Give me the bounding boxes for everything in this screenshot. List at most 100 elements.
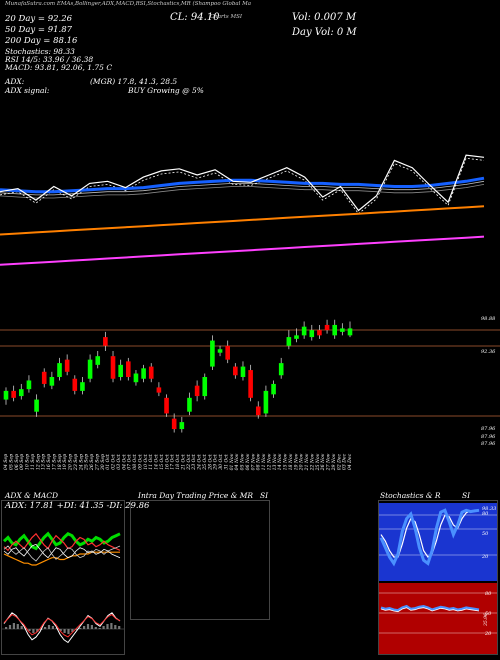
candle-body (301, 326, 307, 336)
date-label: 17 Oct (170, 454, 176, 470)
date-label: 08 Oct (132, 454, 138, 470)
rsi-line (380, 604, 480, 612)
rsi-value-label: 35.96 (483, 613, 489, 626)
macd-histogram-bar (63, 629, 66, 633)
date-label: 06 Nov (245, 453, 251, 470)
macd-histogram-bar (114, 625, 117, 629)
price-axis-label: 98.88 (481, 316, 495, 322)
date-label: 29 Nov (331, 453, 337, 471)
date-label: 15 Oct (159, 454, 165, 470)
date-label: 26 Sep (89, 454, 95, 471)
macd-histogram-bar (59, 629, 62, 631)
rsi-text: RSI 14/5: 33.96 / 36.38 (5, 55, 94, 64)
date-label: 14 Nov (277, 453, 283, 470)
intraday-si: SI (260, 491, 269, 500)
macd-histogram-bar (118, 626, 121, 629)
stoch-text: Stochastics: 98.33 (5, 47, 75, 56)
date-label: 09 Oct (137, 454, 143, 470)
date-label: 06 Sep (14, 454, 20, 470)
date-label: 21 Nov (304, 453, 310, 471)
adx-signal-text: ADX signal: (5, 86, 50, 95)
date-label: 03 Dec (342, 453, 348, 470)
adx-macd-svg (2, 531, 124, 644)
candle-body (240, 366, 246, 377)
macd-histogram-bar (47, 625, 51, 629)
candle-body (202, 377, 208, 397)
date-label: 02 Oct (111, 454, 117, 470)
candle-body (64, 359, 70, 372)
date-label: 25 Sep (84, 454, 90, 471)
stoch-tick-label: 50 (482, 531, 489, 537)
date-label: 01 Oct (105, 454, 111, 470)
candle-body (233, 366, 238, 376)
date-label: 26 Nov (320, 453, 326, 471)
ema20-text: 20 Day = 92.26 (5, 14, 73, 24)
candle-body (141, 368, 146, 379)
macd-histogram-bar (98, 628, 101, 629)
macd-signal-line (3, 613, 121, 638)
date-label: 18 Oct (175, 454, 181, 470)
date-label: 20 Nov (299, 453, 305, 471)
adx-panel-title: ADX & MACD (5, 491, 59, 500)
candle-body (347, 328, 353, 336)
rsi-signal-line (380, 607, 480, 613)
macd-line (3, 612, 121, 644)
macd-histogram-bar (51, 626, 54, 629)
ema50-line (0, 205, 485, 236)
date-label: 18 Sep (57, 454, 63, 470)
date-label: 05 Nov (240, 453, 246, 470)
candle-body (133, 373, 139, 383)
date-label: 01 Nov (229, 453, 235, 470)
adx-text: ADX: (5, 77, 25, 86)
intraday-title: Intra Day Trading Price & MR (138, 491, 254, 500)
date-label: 13 Sep (41, 454, 47, 470)
candle-body (294, 335, 299, 339)
price-axis-label: 87.96 (481, 441, 496, 447)
macd-histogram-bar (8, 625, 12, 629)
candle-body (309, 330, 315, 338)
macd-histogram-bar (67, 629, 70, 634)
candle-body (87, 359, 93, 379)
stoch-panel-si: SI (462, 491, 471, 500)
candle-body (156, 387, 162, 393)
macd-histogram-bar (110, 623, 113, 629)
date-label: 05 Sep (8, 454, 14, 470)
date-label: 09 Sep (19, 454, 25, 470)
price-axis-label: 87.96 (481, 426, 496, 432)
candle-body (103, 337, 108, 346)
date-label: 17 Sep (51, 454, 57, 470)
date-label: 12 Sep (35, 454, 41, 470)
date-label: 07 Nov (250, 453, 256, 470)
macd-histogram-bar (90, 625, 93, 629)
date-label: 27 Nov (326, 453, 332, 471)
header-line1: MunafaSutra.com EMAs,Bollinger,ADX,MACD,… (5, 1, 252, 7)
rsi-tick-label: 20 (484, 631, 492, 637)
candle-body (340, 328, 345, 332)
date-label: 22 Nov (309, 453, 315, 471)
date-label: 19 Nov (293, 453, 299, 470)
date-label: 04 Nov (234, 453, 240, 470)
candle-body (194, 385, 200, 397)
candle-body (271, 383, 276, 395)
date-label: 20 Sep (68, 454, 74, 471)
macd-histogram-bar (32, 629, 35, 633)
date-label: 04 Sep (3, 454, 9, 470)
candle-body (225, 345, 230, 360)
date-label: 19 Sep (62, 454, 68, 470)
price-label: Charts MSI (210, 14, 243, 20)
candle-body (255, 406, 261, 416)
bollinger-lower-line (0, 184, 485, 199)
macd-histogram-bar (16, 624, 19, 629)
macd-histogram-bar (71, 629, 74, 632)
macd-histogram-bar (86, 624, 90, 629)
date-label: 11 Oct (148, 454, 154, 470)
candle-body (126, 361, 131, 377)
candle-body (41, 371, 47, 384)
candle-body (278, 363, 284, 376)
date-label: 07 Oct (127, 454, 133, 470)
candle-body (317, 330, 322, 336)
candle-body (248, 370, 253, 398)
date-label: 08 Nov (256, 453, 262, 470)
close-label: CL: 94.10 (170, 12, 220, 23)
